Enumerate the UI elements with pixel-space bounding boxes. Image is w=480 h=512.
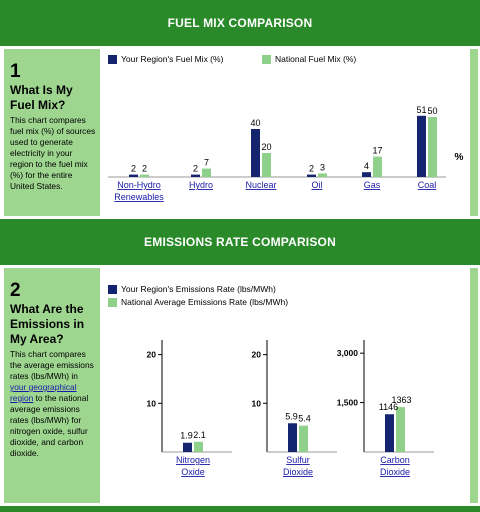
fuel-bar-national <box>428 117 437 177</box>
emissions-value-label-national: 5.4 <box>298 414 311 424</box>
fuel-category-link[interactable]: Oil <box>312 180 323 190</box>
emissions-tick-label: 1,500 <box>337 398 359 408</box>
emissions-category-link[interactable]: Carbon <box>380 455 410 465</box>
geographical-region-link[interactable]: your geographical region <box>10 382 77 403</box>
fuel-category-link[interactable]: Renewables <box>114 192 164 202</box>
fuel-category-link[interactable]: Non-Hydro <box>117 180 161 190</box>
description-text: This chart compares the average emission… <box>10 349 94 381</box>
description-text: to the national average emissions rates … <box>10 393 89 458</box>
section-description: This chart compares the average emission… <box>10 349 96 459</box>
fuel-legend-national: National Fuel Mix (%) <box>262 54 356 64</box>
right-accent-strip <box>470 268 478 503</box>
fuel-bar-region <box>129 174 138 177</box>
fuel-bar-national <box>373 156 382 177</box>
fuel-value-label-national: 3 <box>320 162 325 172</box>
fuel-bar-region <box>307 174 316 177</box>
fuel-bar-region <box>417 115 426 177</box>
fuel-bar-region <box>362 172 371 177</box>
fuel-bar-national <box>140 174 149 177</box>
emissions-tick-label: 10 <box>252 398 262 408</box>
emissions-legend-region: Your Region's Emissions Rate (lbs/MWh) <box>108 284 276 294</box>
emissions-banner: EMISSIONS RATE COMPARISON <box>0 219 480 265</box>
fuel-bar-national <box>318 173 327 177</box>
emissions-value-label-national: 1363 <box>391 395 411 405</box>
fuel-value-label-region: 40 <box>250 118 260 128</box>
fuel-value-label-region: 51 <box>416 105 426 115</box>
fuel-value-label-national: 50 <box>427 106 437 116</box>
section-question: What Are the Emissions in My Area? <box>10 302 85 346</box>
fuel-unit-label: % <box>455 152 464 163</box>
legend-label: Your Region's Fuel Mix (%) <box>121 54 224 64</box>
footer-banner <box>0 506 480 512</box>
section-number: 2 <box>10 280 21 301</box>
legend-swatch <box>108 297 117 307</box>
emissions-tick-label: 20 <box>252 350 262 360</box>
fuel-category-link[interactable]: Nuclear <box>245 180 276 190</box>
emissions-value-label-region: 1146 <box>379 402 398 412</box>
fuel-bar-national <box>262 153 271 177</box>
emissions-value-label-national: 2.1 <box>193 430 206 440</box>
section-number: 1 <box>10 61 21 82</box>
emissions-bar-region <box>183 442 192 452</box>
fuel-value-label-region: 4 <box>364 161 369 171</box>
emissions-info-panel: 2 What Are the Emissions in My Area? Thi… <box>4 268 100 503</box>
fuel-bar-national <box>202 168 211 177</box>
emissions-tick-label: 10 <box>147 398 157 408</box>
section-question: What Is My Fuel Mix? <box>10 83 73 112</box>
fuel-value-label-national: 2 <box>142 164 147 174</box>
legend-label: National Average Emissions Rate (lbs/MWh… <box>121 297 289 307</box>
fuel-value-label-region: 2 <box>131 164 136 174</box>
section-description: This chart compares fuel mix (%) of sour… <box>10 115 96 191</box>
emissions-tick-label: 20 <box>147 350 157 360</box>
legend-label: Your Region's Emissions Rate (lbs/MWh) <box>121 284 276 294</box>
emissions-legend-national: National Average Emissions Rate (lbs/MWh… <box>108 297 288 307</box>
emissions-category-link[interactable]: Nitrogen <box>176 455 210 465</box>
emissions-bar-national <box>396 407 405 452</box>
fuel-value-label-region: 2 <box>193 164 198 174</box>
emissions-category-link[interactable]: Dioxide <box>283 467 313 477</box>
right-accent-strip <box>470 49 478 216</box>
fuel-category-link[interactable]: Coal <box>418 180 437 190</box>
emissions-category-link[interactable]: Dioxide <box>380 467 410 477</box>
legend-swatch <box>108 284 117 294</box>
emissions-category-link[interactable]: Oxide <box>181 467 205 477</box>
emissions-bar-region <box>385 414 394 452</box>
emissions-value-label-region: 5.9 <box>285 411 298 421</box>
emissions-bar-national <box>299 425 308 452</box>
emissions-category-link[interactable]: Sulfur <box>286 455 310 465</box>
emissions-bar-national <box>194 441 203 452</box>
legend-swatch <box>262 54 271 64</box>
fuel-legend-region: Your Region's Fuel Mix (%) <box>108 54 223 64</box>
emissions-bar-region <box>288 423 297 452</box>
fuel-category-link[interactable]: Gas <box>364 180 381 190</box>
emissions-value-label-region: 1.9 <box>180 431 193 441</box>
fuel-mix-info-panel: 1 What Is My Fuel Mix? This chart compar… <box>4 49 100 216</box>
fuel-bar-region <box>191 174 200 177</box>
fuel-value-label-national: 20 <box>261 142 271 152</box>
fuel-value-label-national: 17 <box>372 146 382 156</box>
fuel-value-label-national: 7 <box>204 158 209 168</box>
fuel-value-label-region: 2 <box>309 164 314 174</box>
emissions-tick-label: 3,000 <box>337 348 359 358</box>
legend-swatch <box>108 54 117 64</box>
fuel-mix-banner: FUEL MIX COMPARISON <box>0 0 480 46</box>
legend-label: National Fuel Mix (%) <box>275 54 357 64</box>
fuel-bar-region <box>251 129 260 177</box>
fuel-category-link[interactable]: Hydro <box>189 180 213 190</box>
